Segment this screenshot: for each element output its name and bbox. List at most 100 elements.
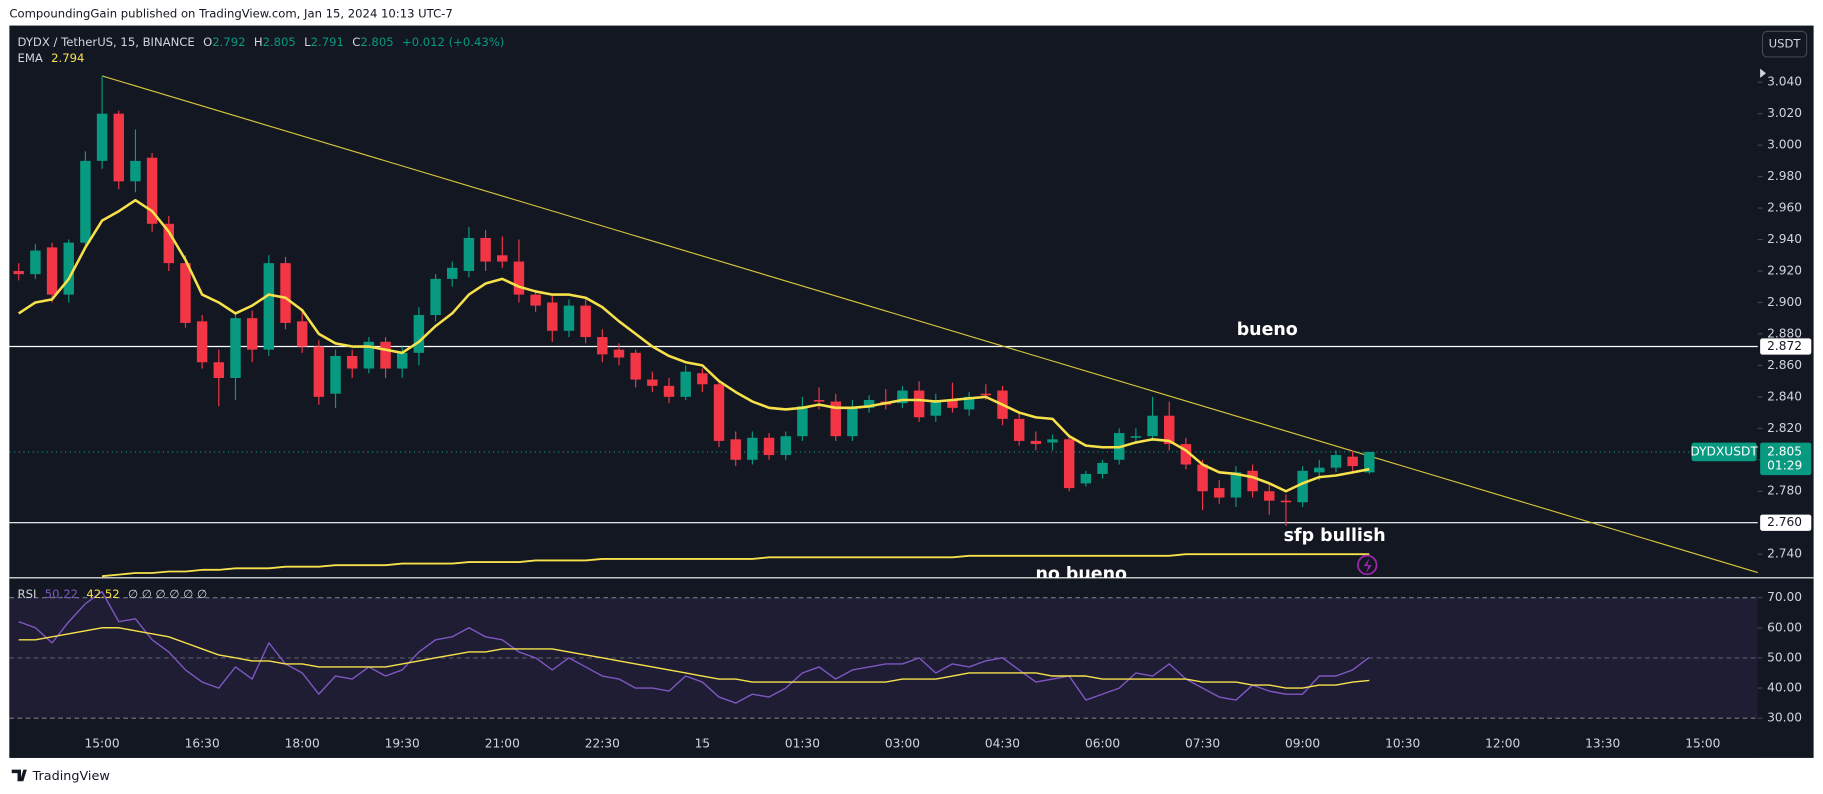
x-tick-label: 07:30 — [1185, 737, 1220, 751]
candle-body — [280, 263, 291, 323]
candle-body — [747, 437, 758, 460]
legend-rsi: RSI 50.22 42.52 ∅ ∅ ∅ ∅ ∅ ∅ — [18, 587, 208, 601]
x-tick-label: 04:30 — [985, 737, 1020, 751]
rsi-line — [18, 590, 1370, 704]
candle-body — [830, 401, 841, 437]
brand-logo — [11, 769, 27, 782]
candle-body — [580, 305, 591, 338]
footer-bg — [9, 757, 1823, 794]
rsi-extra: ∅ ∅ ∅ ∅ ∅ ∅ — [128, 587, 207, 601]
x-tick-label: 10:30 — [1385, 737, 1420, 751]
candle-body — [1147, 415, 1158, 437]
candle-body — [13, 270, 24, 275]
candle-body — [346, 355, 358, 369]
y-tick-label: 3.040 — [1767, 75, 1802, 89]
candle-body — [296, 321, 308, 347]
candle-body — [96, 113, 108, 161]
y-tick-label: 2.920 — [1767, 263, 1802, 277]
rsi-name: RSI — [18, 587, 37, 601]
alert-circle — [1357, 554, 1378, 576]
ticker-label-bg — [1691, 442, 1757, 462]
candle-body — [1013, 418, 1025, 441]
y-tick-label: 2.880 — [1767, 326, 1802, 340]
candle-body — [313, 346, 325, 397]
candle-body — [730, 439, 741, 460]
y-tick-label: 2.860 — [1767, 358, 1802, 372]
rsi-value: 50.22 — [45, 587, 78, 601]
candle-body — [1063, 439, 1075, 489]
candle-body — [1130, 436, 1142, 438]
candle-body — [697, 373, 708, 385]
axes: 2.7402.7802.8002.8202.8402.8602.8802.900… — [85, 75, 1812, 751]
candle-body — [1264, 491, 1275, 501]
currency[interactable]: USDT — [1769, 37, 1802, 51]
rsi-tick-label: 60.00 — [1767, 620, 1802, 634]
y-tick-label: 2.940 — [1767, 232, 1802, 246]
x-tick-label: 15 — [695, 737, 711, 751]
candle-body — [1247, 470, 1258, 492]
x-tick-label: 13:30 — [1585, 737, 1620, 751]
x-tick-label: 19:30 — [385, 737, 420, 751]
y-tick-label: 2.960 — [1767, 201, 1802, 215]
ema-line — [17, 198, 1370, 493]
y-tick-label: 2.840 — [1767, 389, 1802, 403]
candle-body — [80, 160, 91, 243]
candle-body — [1180, 444, 1192, 465]
x-tick-label: 22:30 — [585, 737, 620, 751]
x-tick-label: 06:00 — [1085, 737, 1120, 751]
candle-body — [230, 318, 241, 378]
c-letter: C — [352, 34, 360, 48]
legend-symbol: DYDX / TetherUS, 15, BINANCE O2.792 H2.8… — [18, 34, 505, 48]
candle-body — [63, 242, 74, 295]
candle-body — [447, 267, 458, 279]
candle-body — [330, 355, 341, 394]
candle-body — [847, 407, 858, 437]
currency-button[interactable] — [1761, 30, 1808, 58]
brand: TradingView — [32, 769, 110, 784]
candle-body — [1364, 451, 1375, 473]
candle-body — [797, 406, 808, 437]
candle-body — [1214, 488, 1225, 498]
l-letter: L — [304, 34, 311, 48]
candle-body — [1347, 456, 1358, 467]
annotation: bueno — [1237, 320, 1298, 340]
candle-body — [897, 390, 908, 404]
candle-body — [497, 255, 508, 262]
hline-label-bg — [1760, 338, 1812, 355]
l-value: 2.791 — [311, 34, 344, 48]
ema-name: EMA — [18, 51, 43, 65]
hline-label: 2.872 — [1767, 339, 1802, 353]
rsi-pane — [9, 590, 1758, 719]
candle-body — [396, 352, 408, 369]
long-ema-line — [101, 553, 1370, 578]
price-pane: bueno sfp bullish no bueno — [9, 75, 1758, 578]
h-letter: H — [254, 34, 263, 48]
scroll-arrow[interactable] — [1760, 68, 1766, 78]
x-tick-label: 21:00 — [485, 737, 520, 751]
candle-body — [547, 302, 558, 331]
candle-body — [263, 263, 275, 350]
candle-body — [463, 237, 475, 271]
candle-body — [480, 237, 491, 262]
rsi-ma-line — [18, 627, 1370, 689]
candle-body — [196, 321, 208, 363]
y-tick-label: 2.900 — [1767, 295, 1802, 309]
candle-body — [630, 352, 641, 380]
alert-icon — [1357, 554, 1378, 576]
alert-bolt — [1363, 558, 1372, 574]
price-label: 2.805 — [1767, 444, 1802, 458]
hline-label-bg — [1760, 514, 1812, 531]
o-letter: O — [203, 34, 212, 48]
candle-body — [1314, 467, 1325, 473]
y-tick-label: 2.980 — [1767, 169, 1802, 183]
symbol: DYDX / TetherUS, 15, BINANCE — [18, 34, 195, 48]
x-tick-label: 15:00 — [85, 737, 120, 751]
rsi-tick-label: 50.00 — [1767, 650, 1802, 664]
candle-body — [1197, 464, 1208, 492]
x-tick-label: 03:00 — [885, 737, 920, 751]
candle-body — [563, 305, 575, 331]
rsi-tick-label: 40.00 — [1767, 681, 1802, 695]
ticker-label: DYDXUSDT — [1690, 444, 1758, 458]
candle-body — [180, 263, 191, 323]
candle-body — [380, 341, 391, 369]
